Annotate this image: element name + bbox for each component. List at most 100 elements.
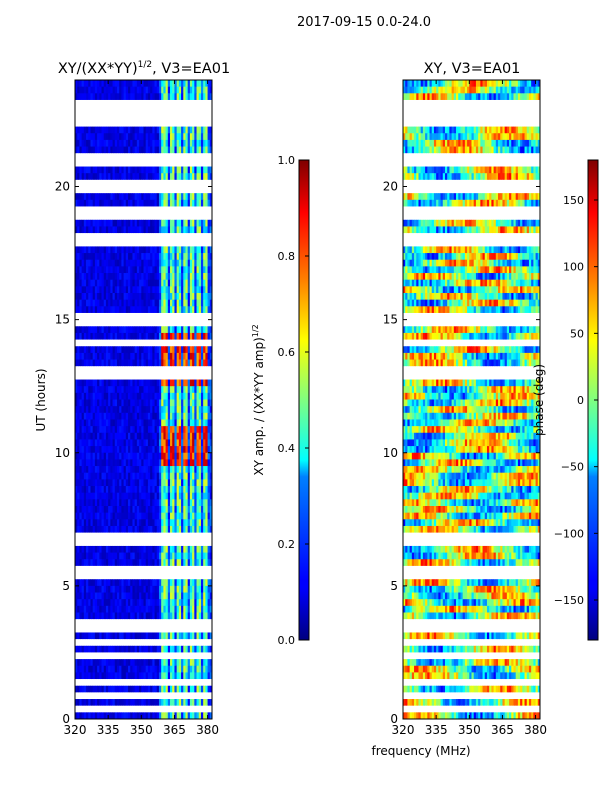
- amplitude-cell: [163, 286, 166, 294]
- amplitude-cell: [128, 213, 131, 221]
- amplitude-cell: [183, 525, 186, 534]
- amplitude-cell: [187, 565, 191, 573]
- amplitude-cell: [119, 312, 122, 321]
- amplitude-cell: [209, 585, 212, 593]
- amplitude-cell: [112, 412, 116, 420]
- amplitude-cell: [176, 412, 180, 420]
- amplitude-cell: [92, 279, 96, 287]
- amplitude-cell: [141, 93, 144, 101]
- amplitude-cell: [121, 472, 125, 480]
- amplitude-cell: [209, 293, 212, 301]
- amplitude-cell: [132, 492, 136, 500]
- amplitude-cell: [108, 592, 111, 600]
- amplitude-cell: [163, 592, 166, 600]
- amplitude-cell: [198, 233, 202, 241]
- amplitude-cell: [147, 332, 151, 340]
- amplitude-cell: [196, 399, 200, 407]
- amplitude-cell: [110, 525, 113, 534]
- amplitude-cell: [189, 585, 193, 593]
- amplitude-cell: [130, 506, 133, 514]
- amplitude-cell: [105, 179, 109, 187]
- amplitude-cell: [187, 426, 191, 434]
- amplitude-cell: [79, 432, 83, 440]
- amplitude-cell: [194, 592, 197, 600]
- amplitude-cell: [134, 259, 138, 267]
- amplitude-cell: [77, 159, 80, 167]
- amplitude-cell: [90, 479, 94, 487]
- amplitude-cell: [99, 80, 102, 88]
- amplitude-cell: [139, 366, 142, 374]
- amplitude-cell: [185, 366, 189, 374]
- amplitude-cell: [86, 319, 89, 327]
- amplitude-cell: [94, 479, 98, 487]
- amplitude-cell: [121, 346, 125, 354]
- amplitude-cell: [132, 399, 136, 407]
- amplitude-cell: [86, 99, 89, 108]
- amplitude-cell: [185, 86, 189, 94]
- amplitude-cell: [176, 459, 180, 467]
- amplitude-cell: [161, 372, 164, 380]
- amplitude-cell: [165, 359, 169, 367]
- amplitude-cell: [139, 326, 142, 334]
- amplitude-cell: [198, 219, 202, 227]
- amplitude-cell: [99, 599, 102, 607]
- amplitude-cell: [119, 213, 122, 221]
- amplitude-cell: [165, 525, 169, 534]
- amplitude-cell: [97, 286, 100, 294]
- amplitude-cell: [139, 599, 142, 607]
- amplitude-cell: [121, 552, 125, 560]
- amplitude-cell: [123, 259, 127, 267]
- amplitude-cell: [81, 312, 85, 321]
- amplitude-cell: [90, 506, 94, 514]
- amplitude-cell: [152, 99, 155, 108]
- amplitude-cell: [178, 126, 182, 134]
- amplitude-cell: [154, 259, 158, 267]
- amplitude-cell: [77, 179, 80, 187]
- amplitude-cell: [123, 239, 127, 247]
- amplitude-cell: [185, 346, 189, 354]
- amplitude-cell: [92, 379, 96, 387]
- amplitude-cell: [130, 379, 133, 387]
- amplitude-cell: [108, 113, 111, 121]
- amplitude-cell: [116, 332, 120, 340]
- amplitude-cell: [94, 273, 98, 281]
- amplitude-cell: [88, 86, 91, 94]
- amplitude-cell: [167, 159, 171, 167]
- amplitude-cell: [94, 179, 98, 187]
- amplitude-cell: [94, 80, 98, 88]
- amplitude-cell: [116, 539, 120, 547]
- amplitude-cell: [158, 119, 162, 127]
- amplitude-cell: [176, 233, 180, 241]
- amplitude-cell: [187, 259, 191, 267]
- amplitude-cell: [163, 113, 166, 121]
- amplitude-cell: [112, 539, 116, 547]
- amplitude-cell: [92, 525, 96, 534]
- amplitude-cell: [108, 585, 111, 593]
- amplitude-cell: [174, 605, 178, 613]
- amplitude-cell: [185, 605, 189, 613]
- amplitude-cell: [83, 599, 87, 607]
- amplitude-cell: [114, 419, 118, 427]
- amplitude-cell: [92, 173, 96, 181]
- amplitude-cell: [110, 312, 113, 321]
- amplitude-cell: [105, 80, 109, 88]
- amplitude-cell: [110, 126, 113, 134]
- amplitude-cell: [174, 133, 178, 141]
- amplitude-cell: [116, 552, 120, 560]
- amplitude-cell: [83, 339, 87, 347]
- amplitude-cell: [156, 80, 160, 88]
- amplitude-cell: [139, 372, 142, 380]
- amplitude-cell: [143, 406, 147, 414]
- amplitude-cell: [172, 146, 175, 154]
- amplitude-cell: [123, 545, 127, 553]
- amplitude-cell: [112, 472, 116, 480]
- amplitude-cell: [108, 253, 111, 261]
- amplitude-cell: [187, 472, 191, 480]
- amplitude-cell: [132, 439, 136, 447]
- amplitude-cell: [154, 499, 158, 507]
- amplitude-cell: [161, 206, 164, 214]
- amplitude-cell: [150, 605, 153, 613]
- amplitude-cell: [181, 452, 184, 460]
- amplitude-cell: [183, 579, 186, 587]
- amplitude-cell: [141, 326, 144, 334]
